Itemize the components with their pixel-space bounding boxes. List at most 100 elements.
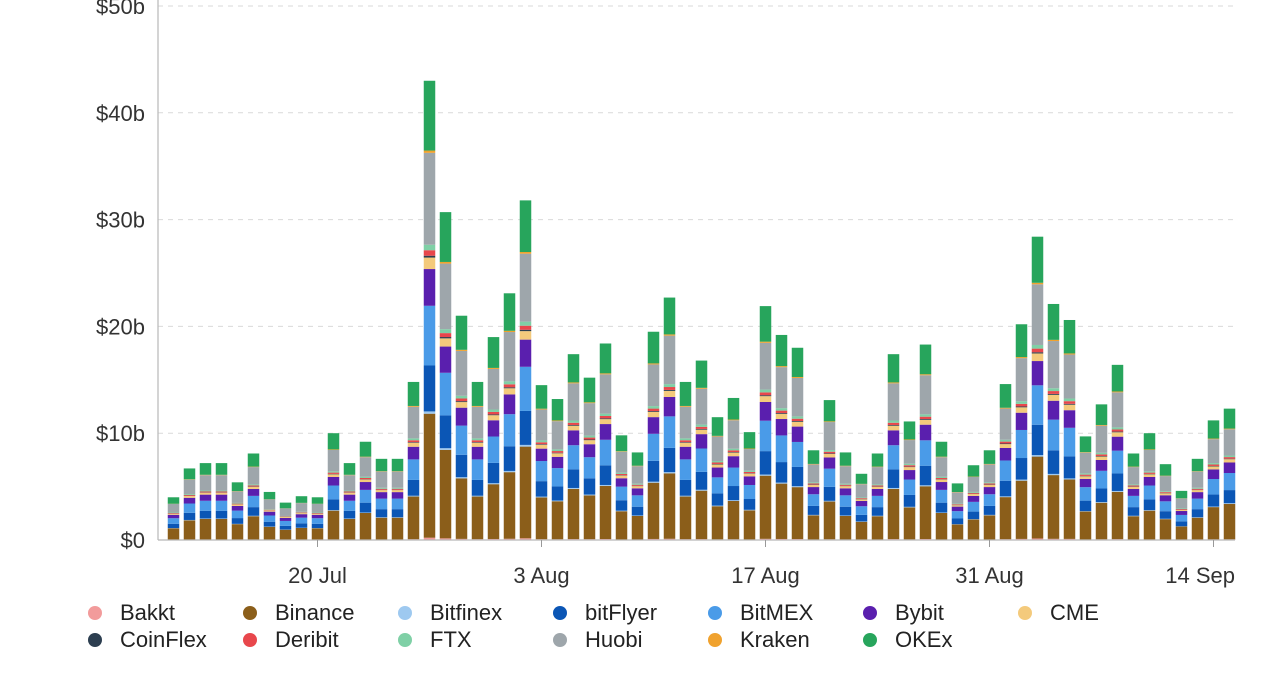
legend-item[interactable]: CME: [1018, 600, 1099, 626]
bar-segment-bitflyer: [487, 462, 500, 484]
bar-segment-ftx: [935, 476, 948, 479]
bar-segment-cme: [903, 467, 916, 471]
y-tick-label: $30b: [96, 208, 145, 233]
bar-segment-cme: [1207, 466, 1220, 470]
x-tick-label: 20 Jul: [288, 563, 347, 588]
bar-segment-bybit: [407, 446, 420, 460]
bar-segment-cme: [535, 444, 548, 449]
bar-segment-coinflex: [1111, 431, 1124, 433]
bar-segment-bybit: [1159, 495, 1172, 502]
legend-item[interactable]: Bitfinex: [398, 600, 502, 626]
legend-item[interactable]: Binance: [243, 600, 355, 626]
legend-item[interactable]: bitFlyer: [553, 600, 657, 626]
bar-segment-okex: [727, 397, 740, 420]
legend-item[interactable]: Kraken: [708, 627, 810, 653]
bar-segment-binance: [631, 515, 644, 540]
bar-segment-bitfinex: [471, 495, 484, 497]
bar-segment-binance: [279, 529, 292, 540]
bar-segment-huobi: [967, 476, 980, 492]
bar-segment-deribit: [695, 426, 708, 429]
bar-segment-kraken: [711, 435, 724, 437]
bar-segment-okex: [199, 463, 212, 475]
bar-segment-kraken: [615, 451, 628, 452]
bar-segment-bitfinex: [1031, 455, 1044, 457]
bar-segment-bitmex: [279, 520, 292, 526]
bar-segment-ftx: [455, 395, 468, 399]
bar-segment-deribit: [903, 465, 916, 467]
bar-segment-ftx: [1127, 484, 1140, 486]
bar-segment-ftx: [1175, 508, 1188, 510]
legend-label: CME: [1050, 600, 1099, 625]
bar-segment-binance: [855, 521, 868, 540]
bar-segment-binance: [263, 526, 276, 540]
bar-segment-cme: [199, 492, 212, 495]
bar-segment-coinflex: [1031, 352, 1044, 354]
bar-segment-okex: [327, 433, 340, 450]
legend-item[interactable]: FTX: [398, 627, 472, 653]
bar-segment-ftx: [263, 509, 276, 510]
bar-segment-bybit: [183, 497, 196, 504]
bar-segment-ftx: [231, 502, 244, 504]
bar-segment-bitmex: [663, 416, 676, 448]
bar-segment-bitfinex: [1111, 490, 1124, 492]
bar-segment-deribit: [199, 491, 212, 493]
bar-segment-coinflex: [407, 442, 420, 443]
legend-item[interactable]: OKEx: [863, 627, 952, 653]
bar-segment-bitflyer: [1031, 424, 1044, 456]
bar-segment-bitmex: [199, 500, 212, 511]
bar-segment-deribit: [999, 441, 1012, 444]
bar-segment-cme: [263, 510, 276, 512]
bar-segment-kraken: [455, 349, 468, 351]
bar-segment-bitmex: [807, 494, 820, 506]
bar-segment-okex: [1095, 404, 1108, 425]
bar-segment-huobi: [1207, 439, 1220, 464]
bar-segment-binance: [615, 511, 628, 540]
bar-segment-deribit: [631, 484, 644, 486]
bar-segment-bitflyer: [631, 506, 644, 516]
bar-segment-cme: [343, 492, 356, 495]
bar-segment-binance: [311, 528, 324, 540]
bar-segment-binance: [1175, 526, 1188, 540]
bar-segment-ftx: [663, 384, 676, 388]
bar-segment-okex: [695, 360, 708, 388]
bar-segment-ftx: [631, 483, 644, 485]
legend-swatch: [243, 633, 257, 647]
bar-segment-okex: [967, 465, 980, 477]
bar-segment-deribit: [791, 418, 804, 422]
bar-segment-bitflyer: [695, 471, 708, 490]
bar-segment-coinflex: [791, 421, 804, 422]
bar-segment-binance: [775, 483, 788, 539]
bar-segment-huobi: [375, 471, 388, 488]
bar-segment-bitflyer: [231, 518, 244, 524]
bar-segment-bitflyer: [567, 469, 580, 488]
legend-item[interactable]: Bakkt: [88, 600, 175, 626]
bar-segment-okex: [951, 483, 964, 492]
bar-segment-bitmex: [311, 518, 324, 524]
bar-segment-cme: [1223, 459, 1236, 463]
bar-segment-kraken: [775, 366, 788, 368]
legend-label: Binance: [275, 600, 355, 625]
bar-segment-deribit: [775, 410, 788, 414]
bar-segment-bitmex: [903, 479, 916, 495]
bar-segment-huobi: [327, 449, 340, 472]
bar-segment-bitmex: [439, 372, 452, 416]
bar-segment-kraken: [439, 261, 452, 264]
bar-segment-bybit: [775, 419, 788, 436]
bar-segment-deribit: [743, 471, 756, 474]
bar-segment-binance: [823, 501, 836, 540]
bar-segment-okex: [279, 502, 292, 509]
bar-segment-ftx: [487, 409, 500, 412]
bar-segment-kraken: [679, 405, 692, 407]
bar-segment-binance: [215, 518, 228, 540]
legend-item[interactable]: Bybit: [863, 600, 944, 626]
legend-item[interactable]: Huobi: [553, 627, 642, 653]
bar-segment-binance: [647, 482, 660, 539]
legend-item[interactable]: Deribit: [243, 627, 339, 653]
bar-segment-bybit: [823, 457, 836, 469]
bar-segment-binance: [1191, 517, 1204, 540]
legend-item[interactable]: BitMEX: [708, 600, 813, 626]
bar-segment-okex: [631, 452, 644, 466]
legend-item[interactable]: CoinFlex: [88, 627, 207, 653]
bar-segment-okex: [919, 344, 932, 375]
bar-segment-deribit: [567, 422, 580, 425]
